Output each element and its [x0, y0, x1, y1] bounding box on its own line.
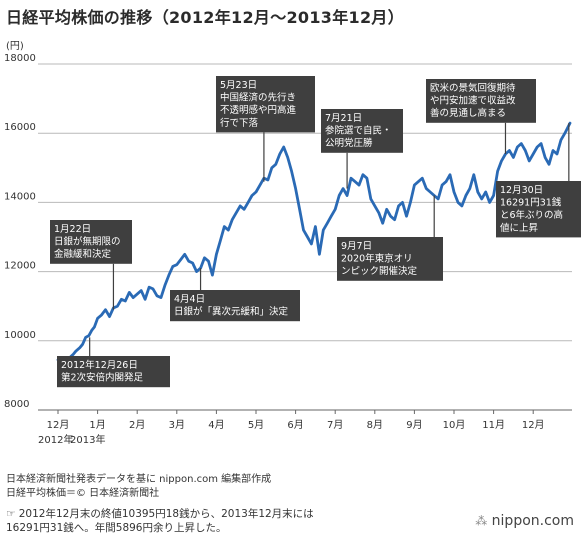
x-tick-label: 2月	[129, 419, 145, 431]
annotation-text: 5月23日	[220, 80, 257, 91]
annotation-text: 日銀が「異次元緩和」決定	[174, 306, 289, 318]
annotation-text: 日銀が無期限の	[54, 236, 121, 248]
annotation-text: 9月7日	[341, 241, 372, 252]
y-tick-label: 14000	[4, 191, 36, 202]
logo-icon: ⁂	[475, 514, 488, 528]
brand-text: nippon.com	[491, 513, 574, 529]
x-tick-label: 10月	[443, 419, 466, 431]
x-tick-label: 4月	[208, 419, 224, 431]
x-tick-label: 12月	[522, 419, 545, 431]
copyright-line: 日経平均株価＝© 日本経済新聞社	[6, 488, 160, 499]
note-line: 16291円31銭へ。年間5896円余り上昇した。	[6, 522, 227, 534]
annotation-box	[321, 109, 403, 153]
series-line	[56, 121, 572, 363]
axis-layer: 8000 10000 12000 14000 16000 18000(円) 12月 1月 2月 3…	[4, 41, 572, 446]
annotation-text: 金融緩和決定	[54, 248, 112, 260]
x-tick-label: 9月	[406, 419, 422, 431]
annotation-text: 行で下落	[220, 117, 259, 129]
annotation-box	[50, 220, 132, 264]
brand-logo: ⁂ nippon.com	[475, 513, 574, 529]
y-tick-label: 8000	[4, 399, 29, 410]
x-tick-label: 8月	[367, 419, 383, 431]
note-line: ☞ 2012年12月末の終値10395円18銭から、2013年12月末には	[6, 508, 314, 520]
x-year-label: 2012年	[38, 433, 73, 446]
source-credit: 日本経済新聞社発表データを基に nippon.com 編集部作成 日経平均株価＝…	[6, 473, 271, 501]
annotation-text: 公明党圧勝	[325, 137, 373, 149]
line-layer	[56, 121, 572, 363]
annotation-box	[426, 79, 536, 123]
annotation-text: 2012年12月26日	[61, 359, 138, 371]
x-tick-label: 5月	[248, 419, 264, 431]
annotation-text: 12月30日	[500, 185, 543, 196]
x-year-label: 2013年	[70, 433, 105, 446]
x-tick-label: 6月	[287, 419, 303, 431]
x-tick-label: 1月	[89, 419, 105, 431]
y-tick-label: 10000	[4, 330, 36, 341]
x-tick-label: 3月	[169, 419, 185, 431]
annotation-box	[170, 290, 300, 322]
annotation-text: 欧米の景気回復期待	[430, 82, 516, 94]
y-tick-label: 16000	[4, 122, 36, 133]
annotation-text: 第2次安倍内閣発足	[61, 372, 144, 384]
x-tick-label: 11月	[482, 419, 505, 431]
annotation-text: 1月22日	[54, 224, 91, 235]
annotation-text: 16291円31銭	[500, 197, 562, 209]
x-tick-label: 7月	[327, 419, 343, 431]
summary-note: ☞ 2012年12月末の終値10395円18銭から、2013年12月末には 16…	[6, 507, 314, 535]
annotation-box	[57, 356, 170, 388]
y-axis-unit: (円)	[6, 41, 24, 52]
annotation-text: 不透明感や円高進	[220, 104, 297, 116]
annotation-text: や円安加速で収益改	[430, 95, 516, 107]
annotation-text: と6年ぶりの高	[500, 209, 563, 221]
annotation-text: 4月4日	[174, 294, 205, 305]
y-tick-label: 18000	[4, 53, 36, 64]
annotation-text: 参院選で自民・	[325, 125, 392, 137]
annotation-box	[216, 76, 315, 133]
annotation-text: 中国経済の先行き	[220, 92, 296, 104]
annotation-text: 善の見通し高まる	[430, 107, 506, 119]
y-tick-label: 12000	[4, 261, 36, 272]
annotation-box	[496, 181, 581, 238]
annotation-text: 値に上昇	[500, 222, 539, 234]
annotation-box	[337, 237, 443, 281]
annotation-text: ンピック開催決定	[341, 265, 418, 277]
annotation-text: 7月21日	[325, 113, 362, 124]
chart-title: 日経平均株価の推移（2012年12月〜2013年12月）	[6, 8, 404, 27]
annotation-text: 2020年東京オリ	[341, 253, 413, 265]
x-tick-label: 12月	[47, 419, 70, 431]
chart-svg: 8000 10000 12000 14000 16000 18000(円) 12月 1月 2月 3…	[4, 41, 581, 446]
source-line: 日本経済新聞社発表データを基に nippon.com 編集部作成	[6, 474, 272, 485]
